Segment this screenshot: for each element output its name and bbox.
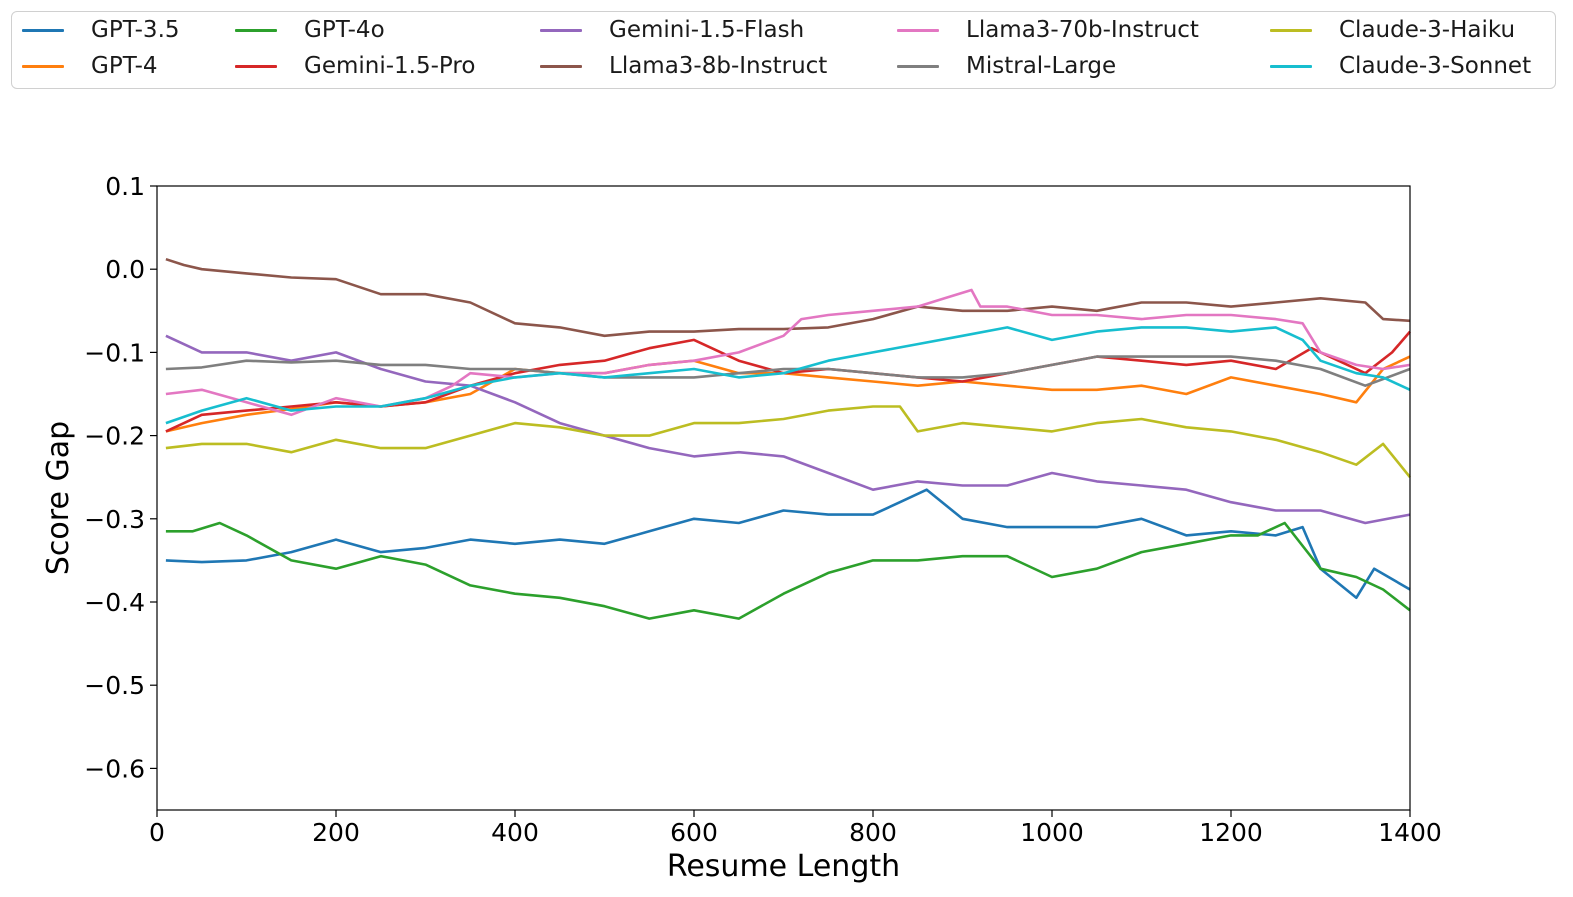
y-axis-label: Score Gap <box>41 421 76 575</box>
series-line-llama3-8b-instruct <box>165 257 1411 338</box>
series-line-mistral-large <box>165 355 1411 388</box>
legend-item: Claude-3-Sonnet <box>1270 50 1531 82</box>
legend-label: GPT-4 <box>91 53 158 79</box>
y-tick-label: −0.1 <box>84 338 145 367</box>
legend-label: Gemini-1.5-Flash <box>609 17 805 43</box>
legend-label: Claude-3-Sonnet <box>1339 53 1532 79</box>
x-tick-label: 0 <box>149 818 165 847</box>
legend-item: Claude-3-Haiku <box>1270 14 1515 46</box>
plot-frame <box>156 185 1411 811</box>
legend-item: Gemini-1.5-Pro <box>235 50 475 82</box>
legend-swatch <box>540 28 582 32</box>
y-axis: 0.1 0.0 −0.1 −0.2 −0.3 −0.4 −0.5 −0.6 <box>84 172 157 783</box>
x-tick-label: 600 <box>670 818 718 847</box>
legend-label: Llama3-70b-Instruct <box>966 17 1199 43</box>
series-line-gpt-4o <box>165 521 1411 620</box>
legend-item: GPT-4o <box>235 14 385 46</box>
y-tick-label: −0.2 <box>84 422 145 451</box>
y-tick-label: −0.5 <box>84 671 145 700</box>
x-tick-label: 800 <box>849 818 897 847</box>
legend-item: Gemini-1.5-Flash <box>540 14 804 46</box>
legend: GPT-3.5 GPT-4 GPT-4o Gemini-1.5-Pro Gemini-1… <box>11 11 1556 89</box>
y-tick-label: −0.4 <box>84 588 145 617</box>
legend-swatch <box>22 28 64 32</box>
legend-label: Mistral-Large <box>966 53 1117 79</box>
x-axis-label: Resume Length <box>667 849 900 884</box>
legend-label: Claude-3-Haiku <box>1339 17 1516 43</box>
legend-swatch <box>1270 64 1312 68</box>
x-tick-label: 1000 <box>1020 818 1084 847</box>
y-tick-label: 0.1 <box>105 172 145 201</box>
y-tick-label: −0.6 <box>84 754 145 783</box>
legend-item: GPT-3.5 <box>22 14 180 46</box>
x-tick-label: 1200 <box>1199 818 1263 847</box>
legend-label: Llama3-8b-Instruct <box>609 53 828 79</box>
legend-label: Gemini-1.5-Pro <box>304 53 476 79</box>
legend-item: GPT-4 <box>22 50 158 82</box>
x-tick-label: 400 <box>491 818 539 847</box>
series-line-gpt-3-5 <box>165 488 1411 600</box>
legend-item: Llama3-70b-Instruct <box>897 14 1199 46</box>
x-tick-label: 200 <box>312 818 360 847</box>
legend-swatch <box>22 64 64 68</box>
series-line-claude-3-haiku <box>165 405 1412 479</box>
y-tick-label: −0.3 <box>84 505 145 534</box>
legend-item: Mistral-Large <box>897 50 1116 82</box>
y-tick-label: 0.0 <box>105 255 145 284</box>
legend-swatch <box>1270 28 1312 32</box>
legend-swatch <box>897 28 939 32</box>
legend-label: GPT-4o <box>304 17 385 43</box>
x-axis: 0 200 400 600 800 1000 1200 1400 <box>149 810 1442 847</box>
legend-item: Llama3-8b-Instruct <box>540 50 827 82</box>
legend-swatch <box>235 64 277 68</box>
legend-swatch <box>540 64 582 68</box>
series-lines <box>165 257 1412 620</box>
series-line-llama3-70b-instruct <box>165 288 1411 417</box>
x-tick-label: 1400 <box>1378 818 1442 847</box>
legend-label: GPT-3.5 <box>91 17 180 43</box>
series-line-claude-3-sonnet <box>165 326 1411 425</box>
legend-swatch <box>897 64 939 68</box>
legend-swatch <box>235 28 277 32</box>
